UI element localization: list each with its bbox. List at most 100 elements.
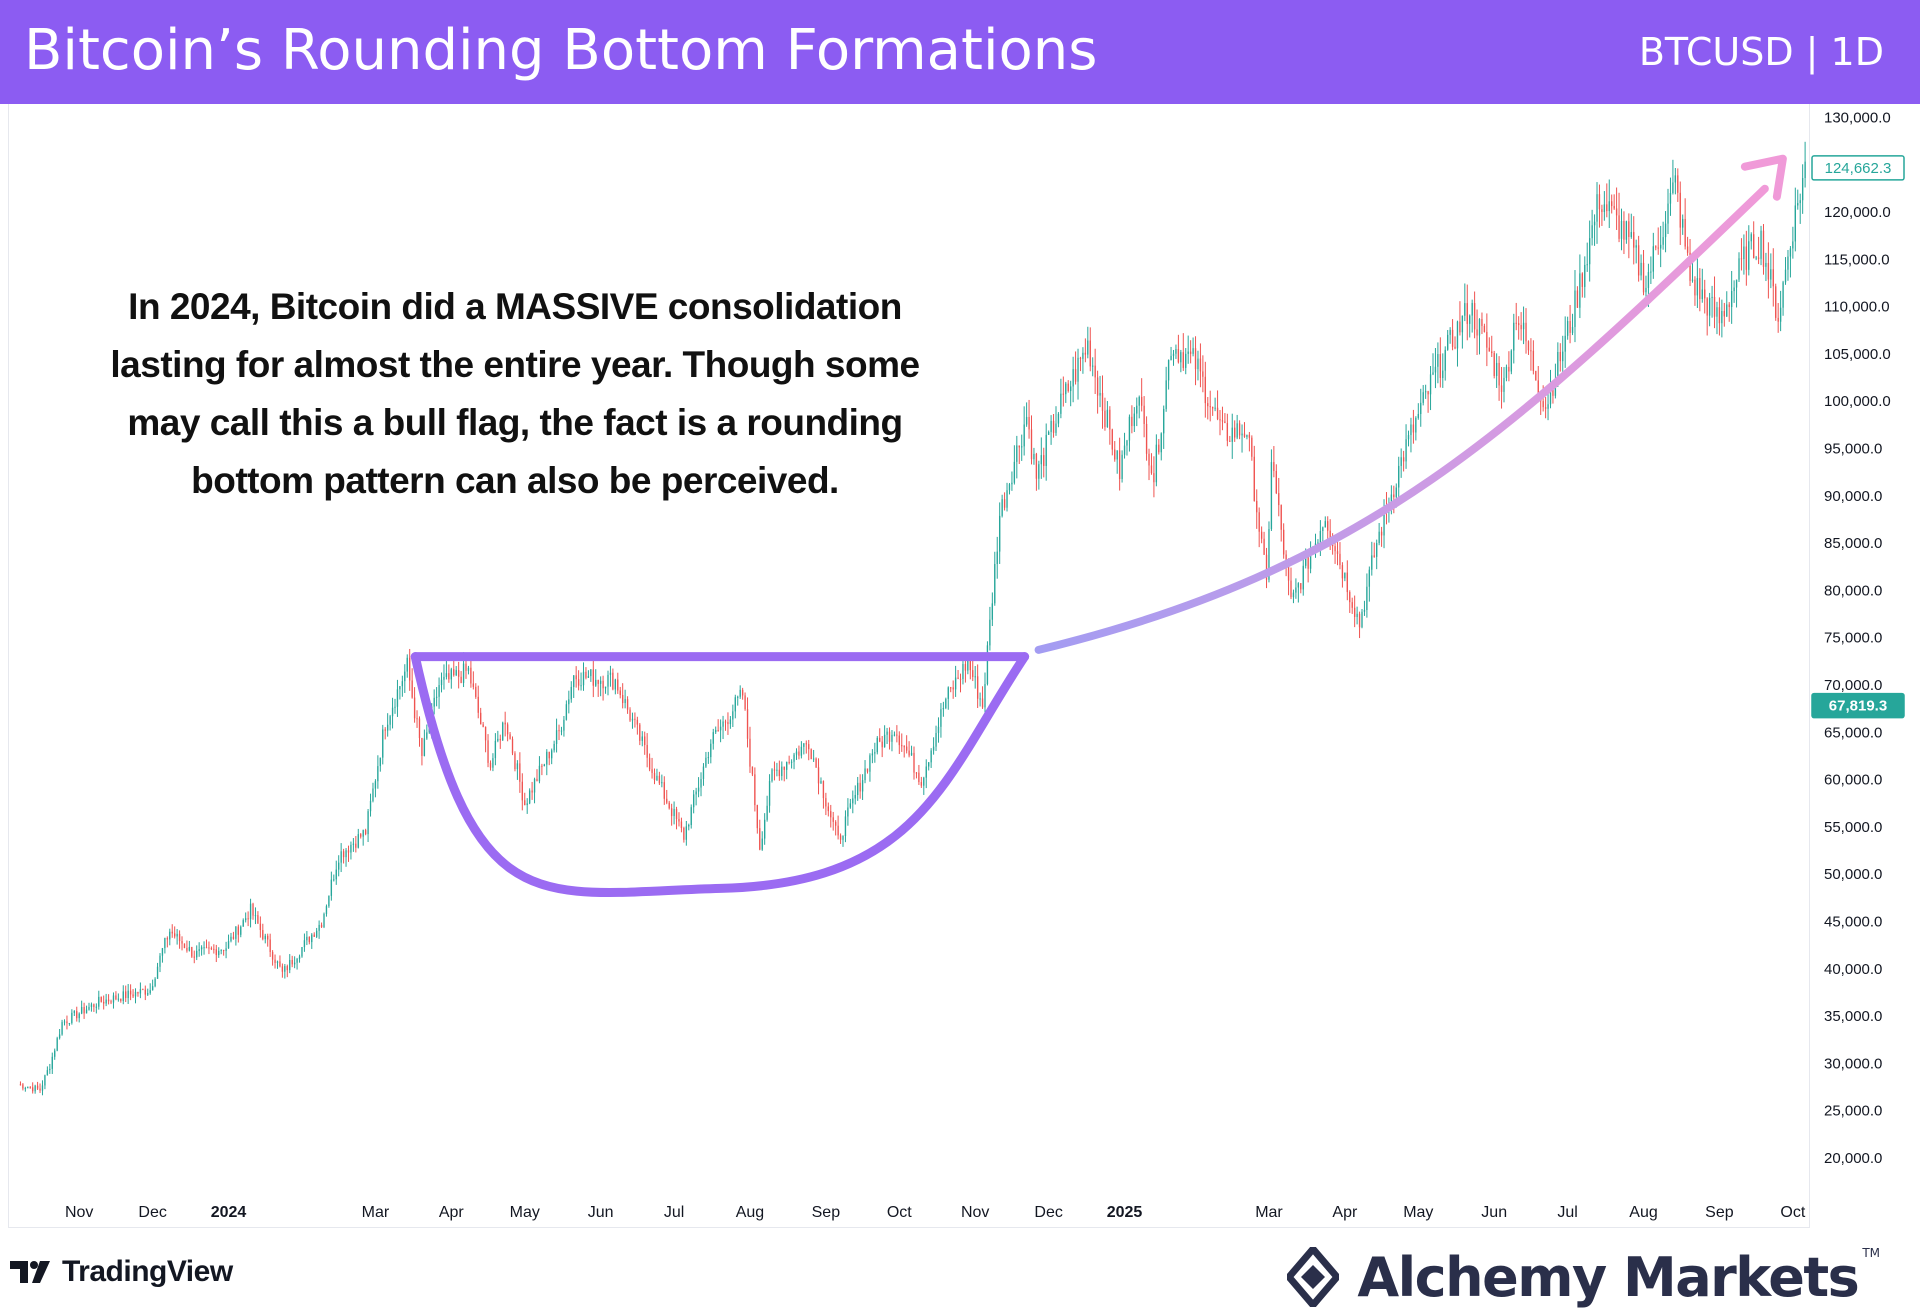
candle <box>364 828 367 836</box>
candle <box>1672 159 1674 195</box>
candle <box>1353 595 1356 628</box>
candle <box>1429 366 1432 411</box>
candle <box>1481 312 1483 335</box>
candle <box>1123 432 1126 459</box>
candle <box>325 904 328 917</box>
candle <box>1025 402 1028 427</box>
candle <box>1633 216 1635 265</box>
candle <box>1018 445 1020 465</box>
candle <box>1236 414 1238 440</box>
candle <box>222 949 225 956</box>
uptrend-arrow <box>1034 184 1769 654</box>
candle <box>1126 439 1128 456</box>
candle <box>1797 189 1799 210</box>
candle <box>1189 340 1192 364</box>
candle <box>1278 477 1280 517</box>
candle <box>1601 204 1603 226</box>
candle <box>1226 413 1229 447</box>
candle <box>1003 492 1006 511</box>
candle <box>957 669 959 680</box>
candle <box>1611 194 1613 214</box>
candle <box>156 962 159 979</box>
candle <box>1574 270 1576 343</box>
candle <box>974 666 976 689</box>
candle <box>1765 252 1767 282</box>
candle <box>396 679 399 717</box>
candle <box>866 768 869 774</box>
candle <box>910 745 913 756</box>
y-tick-label: 70,000.0 <box>1824 677 1882 694</box>
candle <box>120 998 122 1003</box>
candle <box>254 907 257 925</box>
candle <box>582 662 585 691</box>
price-axis[interactable]: 130,000.0 120,000.0 115,000.0 110,000.0 105,… <box>1824 109 1891 1167</box>
candle <box>942 701 945 717</box>
candle <box>952 680 954 699</box>
candle <box>1209 390 1211 422</box>
candle <box>411 668 413 699</box>
candle <box>724 719 727 731</box>
time-axis[interactable]: Nov Dec 2024 Mar Apr May Jun Jul Aug Sep Oct Nov Dec… <box>65 1204 1806 1221</box>
y-tick-label: 25,000.0 <box>1824 1103 1882 1120</box>
candle <box>622 683 624 709</box>
candle <box>215 944 217 963</box>
candle <box>93 1003 95 1012</box>
candle <box>1471 299 1473 333</box>
candle <box>656 768 658 782</box>
candle <box>1072 356 1074 403</box>
candle <box>34 1084 36 1094</box>
candle <box>506 722 509 742</box>
candle <box>379 757 381 772</box>
candle <box>651 757 653 779</box>
candle <box>142 988 144 991</box>
candle <box>940 703 942 738</box>
candle <box>1199 343 1202 388</box>
candle <box>1420 388 1422 427</box>
candle <box>981 686 984 709</box>
candle <box>658 771 661 785</box>
candle <box>1535 370 1537 381</box>
candle <box>1466 284 1468 341</box>
candle <box>800 741 803 759</box>
candle <box>1701 268 1703 303</box>
candle <box>1136 397 1138 427</box>
candle <box>1265 547 1268 589</box>
candle <box>1753 221 1755 259</box>
candle <box>876 736 878 755</box>
candle <box>808 739 810 761</box>
price-tags: 124,662.3 67,819.3 <box>1811 155 1905 719</box>
candle <box>1711 285 1713 318</box>
candle <box>1140 378 1143 412</box>
candle <box>1084 338 1087 363</box>
candle <box>653 768 656 785</box>
brand-label: Alchemy Markets <box>1357 1245 1860 1309</box>
candle <box>404 664 406 693</box>
candle <box>516 760 519 780</box>
candle <box>1344 572 1346 582</box>
candle <box>553 740 555 753</box>
candle <box>306 931 308 946</box>
candle <box>1270 449 1273 531</box>
candle <box>678 812 680 827</box>
candle <box>1402 450 1405 472</box>
candle <box>193 950 195 964</box>
candle <box>169 928 171 946</box>
x-tick-label: 2024 <box>211 1204 247 1221</box>
candle <box>1241 424 1243 453</box>
y-tick-label: 65,000.0 <box>1824 724 1882 741</box>
x-tick-label: Jul <box>664 1204 684 1221</box>
candle <box>51 1052 53 1074</box>
candle <box>1459 301 1461 336</box>
candle <box>1728 302 1730 322</box>
candle <box>377 755 379 789</box>
candle <box>1576 286 1579 309</box>
candle <box>1158 438 1160 455</box>
candle <box>759 819 761 851</box>
candle <box>700 772 702 797</box>
candle <box>1518 316 1520 340</box>
y-tick-label: 85,000.0 <box>1824 535 1882 552</box>
candle <box>372 782 374 803</box>
candle <box>144 985 146 1001</box>
candle <box>1258 507 1260 548</box>
